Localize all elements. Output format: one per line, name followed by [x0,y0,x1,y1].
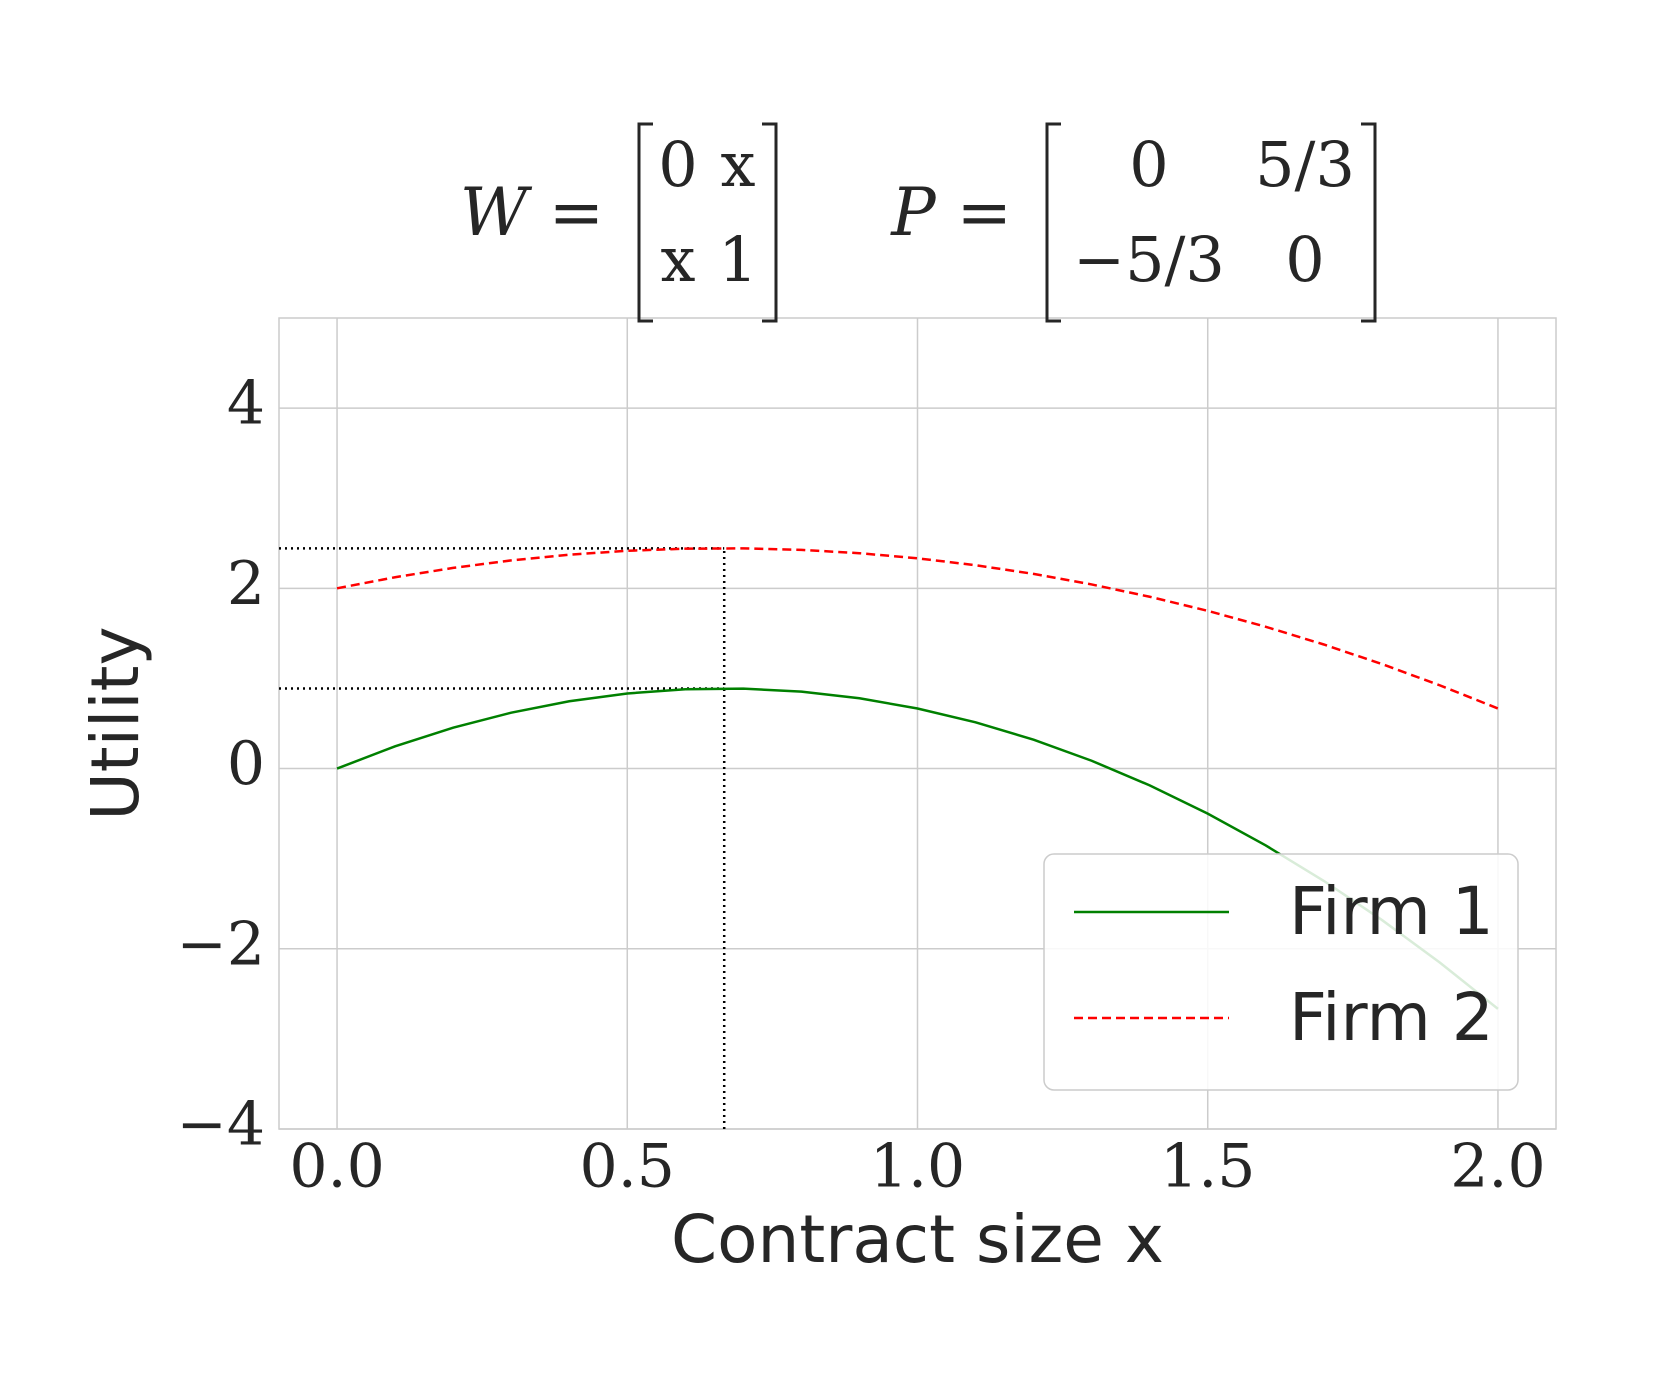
matrix-bracket [637,122,653,323]
x-tick-label: 2.0 [1450,1132,1545,1202]
y-tick-label: 4 [227,369,265,439]
matrix-bracket [1045,122,1061,323]
x-tick-label: 0.0 [289,1132,384,1202]
matrix-bracket [762,122,778,323]
matrix-cell: 0 [658,128,697,201]
matrix-cell: 5/3 [1255,128,1355,201]
matrix-cell: −5/3 [1073,223,1225,296]
matrix-cell: 0 [1129,128,1168,201]
matrix-cell: x [661,223,696,296]
x-tick-label: 0.5 [580,1132,675,1202]
y-tick-label: −4 [177,1090,265,1160]
x-axis-label: Contract size x [671,1201,1164,1278]
matrix-cell: 0 [1285,223,1324,296]
matrix-cell: 1 [718,223,757,296]
legend-label: Firm 1 [1289,873,1494,950]
y-axis-label: Utility [77,626,154,820]
y-tick-label: 2 [227,549,265,619]
title-label: W = [460,174,604,251]
y-tick-label: 0 [227,729,265,799]
x-tick-label: 1.5 [1160,1132,1255,1202]
legend-label: Firm 2 [1289,979,1494,1056]
matrix-bracket [1361,122,1377,323]
matrix-cell: x [721,128,756,201]
title-label: P = [890,174,1012,251]
x-tick-label: 1.0 [870,1132,965,1202]
y-tick-label: −2 [177,909,265,979]
